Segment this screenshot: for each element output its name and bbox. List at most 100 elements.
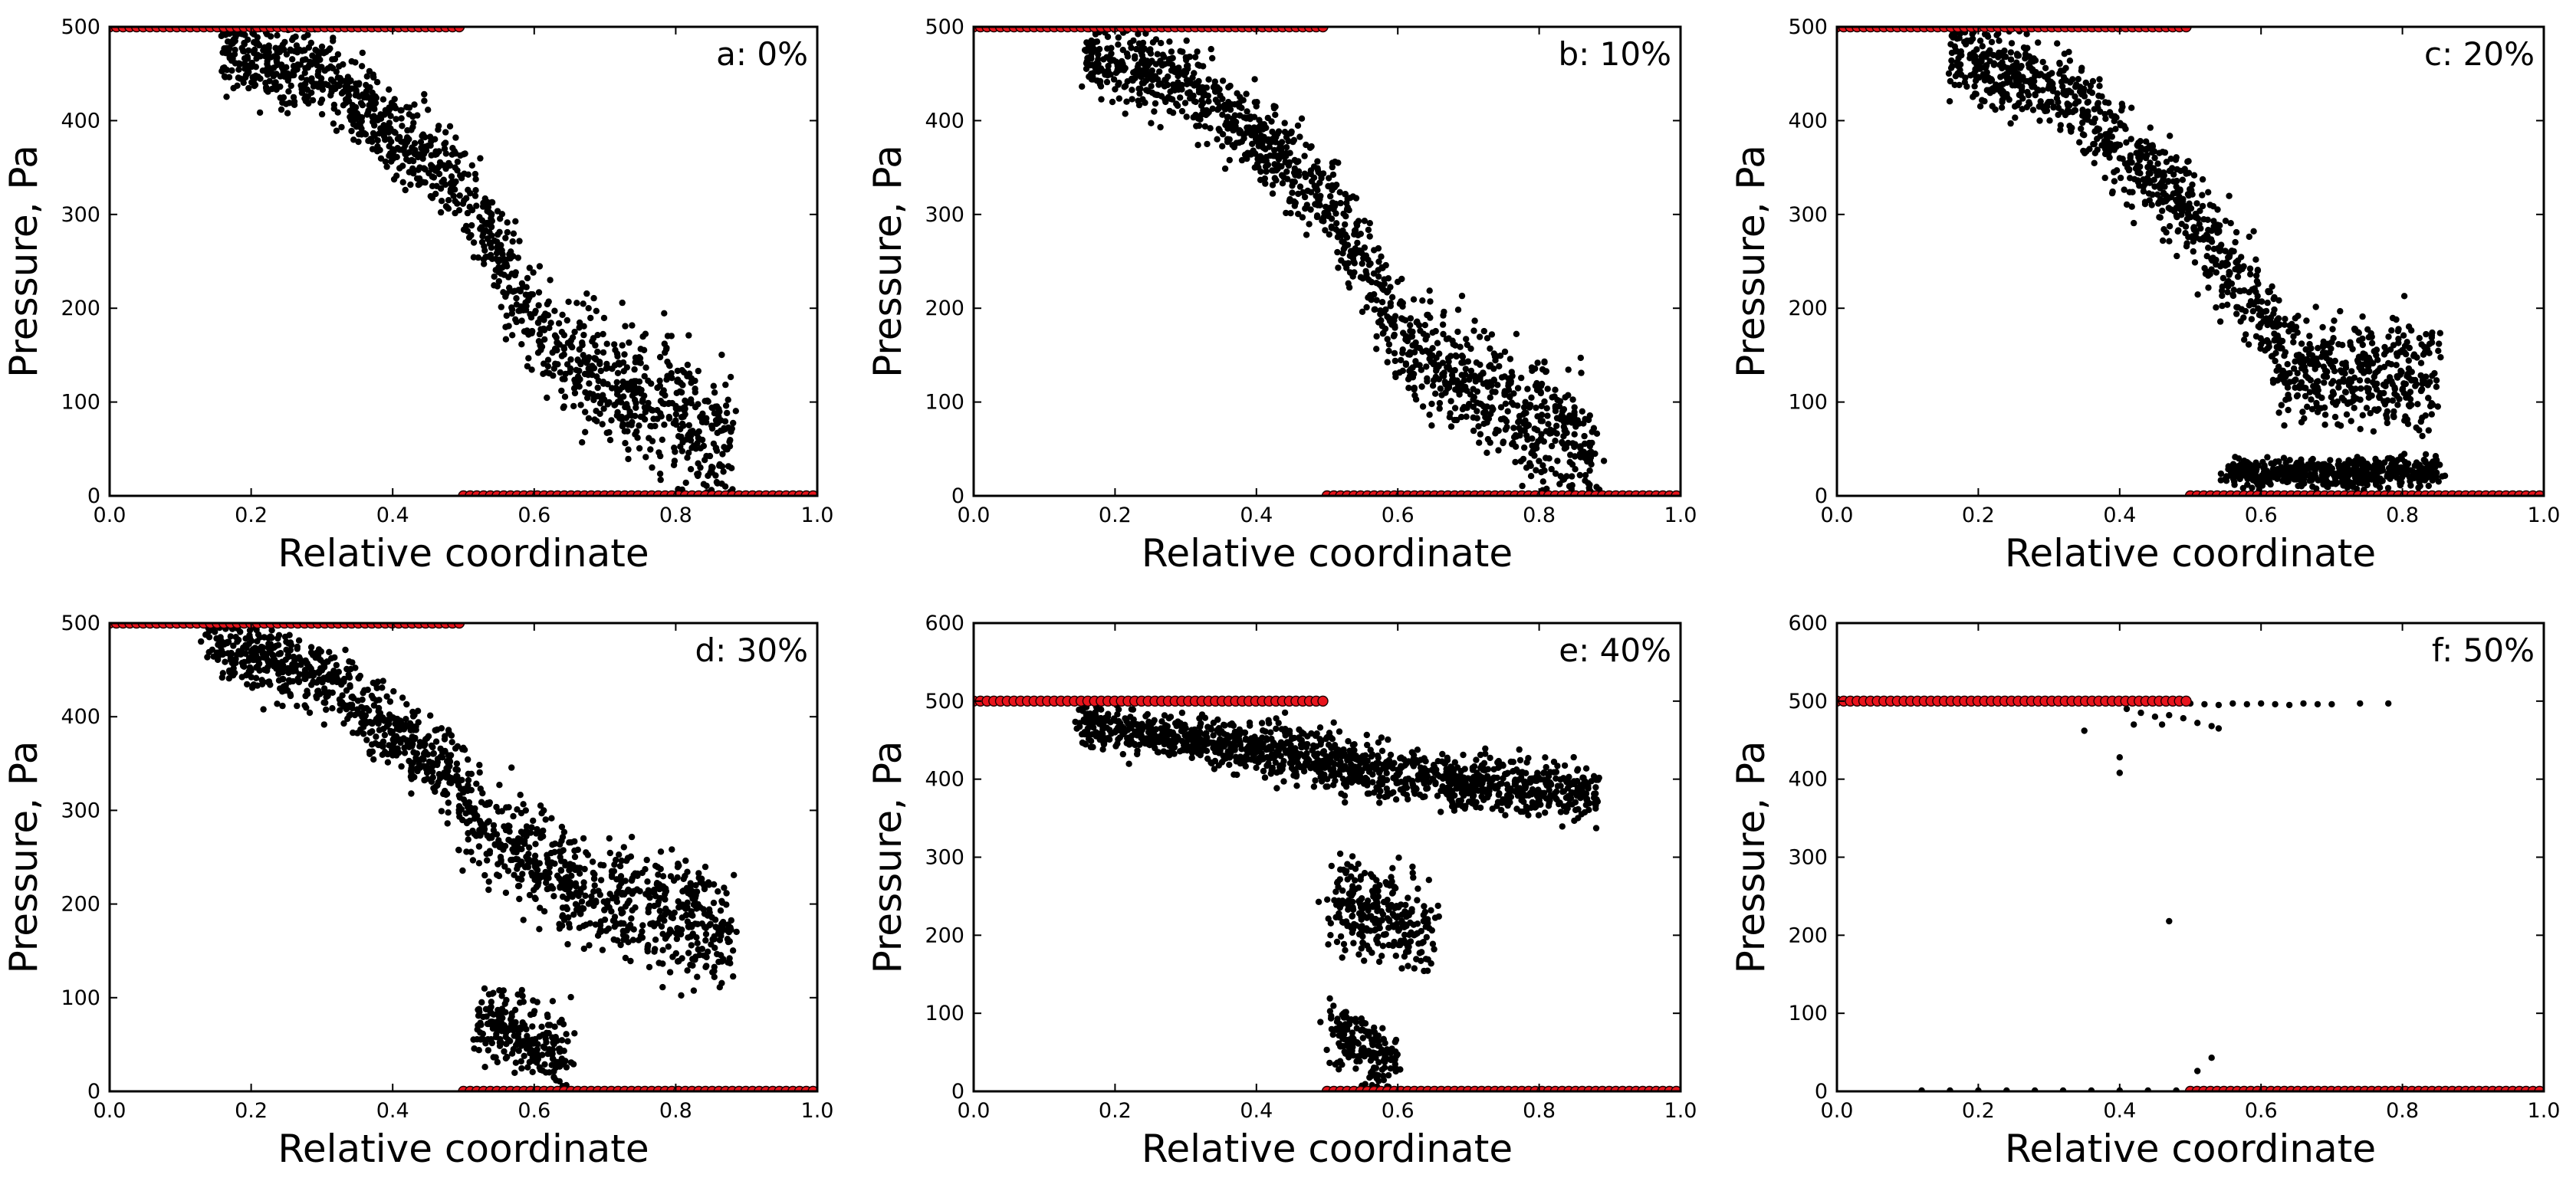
scatter-point [1544, 412, 1551, 419]
scatter-point [2022, 55, 2029, 62]
scatter-point [600, 380, 607, 387]
scatter-point [2335, 384, 2342, 391]
scatter-point [442, 150, 449, 157]
scatter-point [1457, 413, 1465, 421]
scatter-point [1464, 358, 1472, 365]
scatter-point [2418, 341, 2425, 348]
scatter-point [2395, 340, 2402, 346]
scatter-point [1116, 95, 1123, 102]
scatter-point [2018, 63, 2025, 70]
scatter-point [399, 162, 406, 169]
scatter-point [1537, 389, 1544, 395]
scatter-point [2128, 203, 2135, 210]
scatter-point [1428, 358, 1434, 366]
scatter-point [2344, 466, 2352, 473]
scatter-point [2328, 394, 2334, 401]
scatter-point [2315, 378, 2321, 385]
scatter-point [391, 96, 398, 103]
scatter-point [1951, 43, 1958, 50]
scatter-point [2295, 482, 2302, 490]
scatter-point [400, 146, 407, 153]
scatter-point [277, 73, 284, 80]
scatter-point [2418, 385, 2426, 393]
scatter-point [2240, 463, 2248, 470]
scatter-point [2360, 369, 2367, 376]
scatter-point [1354, 239, 1361, 247]
scatter-point [1571, 404, 1578, 411]
scatter-point [445, 159, 452, 167]
scatter-point [1164, 81, 1171, 89]
scatter-point [1402, 360, 1410, 367]
scatter-point [2200, 236, 2207, 243]
scatter-point [1439, 321, 1447, 328]
scatter-point [2206, 271, 2213, 277]
scatter-point [1392, 322, 1398, 330]
scatter-point [1577, 354, 1584, 362]
scatter-point [2079, 90, 2086, 97]
scatter-point [466, 203, 473, 211]
scatter-point [2340, 477, 2347, 484]
scatter-point [1198, 102, 1205, 110]
scatter-point [2178, 221, 2185, 228]
scatter-point [242, 650, 249, 658]
scatter-point [334, 74, 341, 81]
scatter-point [1359, 260, 1365, 267]
scatter-point [2284, 361, 2291, 368]
data-marks [110, 623, 817, 1091]
scatter-point [1957, 67, 1963, 74]
scatter-point [1388, 294, 1396, 300]
scatter-point [1361, 218, 1368, 225]
scatter-point [429, 182, 436, 189]
scatter-point [2263, 337, 2270, 344]
scatter-point [377, 125, 384, 132]
scatter-point [507, 287, 514, 294]
scatter-point [2233, 228, 2240, 236]
scatter-point [1186, 53, 1194, 61]
scatter-point [1533, 467, 1539, 474]
scatter-point [642, 364, 649, 371]
scatter-point [619, 422, 626, 430]
scatter-point [2009, 82, 2016, 89]
scatter-point [2177, 187, 2183, 195]
scatter-point [1521, 444, 1528, 451]
scatter-point [1441, 369, 1447, 376]
scatter-point [1171, 87, 1178, 94]
scatter-point [2267, 317, 2274, 324]
scatter-point [2234, 273, 2242, 280]
scatter-point [1385, 275, 1392, 282]
scatter-point [2188, 187, 2195, 194]
scatter-point [1148, 67, 1156, 74]
scatter-point [2179, 176, 2187, 183]
scatter-point [1514, 385, 1522, 392]
scatter-point [534, 320, 542, 326]
scatter-point [2141, 201, 2149, 208]
scatter-point [1350, 258, 1357, 265]
scatter-point [649, 464, 656, 471]
scatter-point [2237, 318, 2244, 325]
scatter-point [2046, 117, 2053, 124]
scatter-point [504, 219, 511, 226]
scatter-point [2324, 462, 2331, 470]
scatter-point [1310, 174, 1318, 181]
scatter-point [1230, 143, 1238, 151]
scatter-point [666, 363, 673, 369]
scatter-point [641, 416, 649, 423]
y-axis-label: Pressure, Pa [866, 145, 910, 378]
panel-a: 0.0 0.2 0.4 0.6 0.8 1.00100200300400500Relati… [2, 15, 833, 576]
scatter-point [1544, 385, 1551, 392]
scatter-point [1271, 175, 1279, 182]
scatter-point [1269, 182, 1276, 189]
scatter-point [1407, 327, 1414, 335]
scatter-point [386, 120, 393, 126]
scatter-point [514, 254, 521, 261]
scatter-point [2109, 188, 2116, 195]
scatter-point [1462, 371, 1469, 378]
scatter-point [2370, 428, 2377, 435]
scatter-point [2187, 205, 2194, 212]
scatter-point [2351, 326, 2359, 333]
scatter-point [2356, 377, 2364, 384]
scatter-point [1548, 465, 1555, 473]
scatter-point [1541, 359, 1548, 366]
scatter-point [1313, 213, 1321, 221]
y-tick-label: 200 [925, 297, 964, 320]
